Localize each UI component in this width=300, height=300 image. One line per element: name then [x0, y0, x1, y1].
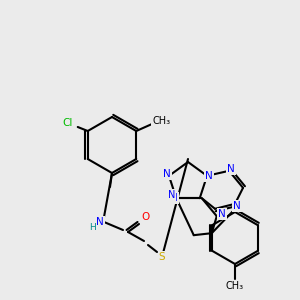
Text: N: N — [168, 190, 175, 200]
Text: N: N — [170, 193, 178, 203]
Text: N: N — [227, 164, 235, 174]
Text: N: N — [163, 169, 171, 179]
Text: N: N — [96, 217, 104, 227]
Text: CH₃: CH₃ — [226, 281, 244, 291]
Text: CH₃: CH₃ — [152, 116, 170, 126]
Text: N: N — [218, 209, 226, 219]
Text: S: S — [159, 252, 165, 262]
Text: Cl: Cl — [63, 118, 73, 128]
Text: O: O — [141, 212, 149, 222]
Text: H: H — [88, 223, 95, 232]
Text: N: N — [233, 201, 241, 211]
Text: N: N — [205, 171, 213, 181]
